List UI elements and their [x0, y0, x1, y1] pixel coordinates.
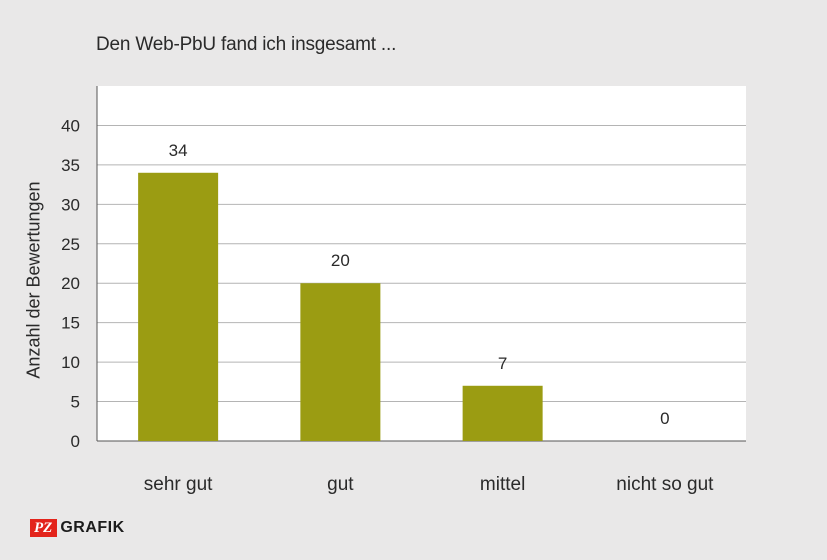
y-tick-label: 30: [61, 195, 80, 214]
pz-grafik-logo: PZ GRAFIK: [30, 519, 125, 537]
x-tick-label: nicht so gut: [616, 474, 714, 495]
logo-badge: PZ: [30, 519, 58, 537]
logo-text: GRAFIK: [60, 519, 125, 536]
bar: [300, 283, 381, 441]
y-tick-label: 40: [61, 116, 80, 135]
x-tick-label: gut: [327, 474, 354, 495]
bar-value-label: 34: [169, 141, 188, 160]
y-tick-label: 0: [71, 432, 80, 451]
y-tick-label: 25: [61, 235, 80, 254]
y-tick-label: 20: [61, 274, 80, 293]
bar: [462, 385, 543, 441]
y-axis-label: Anzahl der Bewertungen: [23, 181, 44, 379]
bar-value-label: 20: [331, 251, 350, 270]
bar-value-label: 7: [498, 354, 507, 373]
y-tick-label: 15: [61, 314, 80, 333]
x-tick-label: mittel: [480, 474, 525, 495]
y-tick-label: 5: [71, 393, 80, 412]
bar: [138, 172, 219, 441]
y-tick-label: 10: [61, 353, 80, 372]
bar-value-label: 0: [660, 409, 669, 428]
x-tick-label: sehr gut: [144, 474, 213, 495]
y-tick-label: 35: [61, 156, 80, 175]
chart-title: Den Web-PbU fand ich insgesamt ...: [96, 34, 397, 55]
